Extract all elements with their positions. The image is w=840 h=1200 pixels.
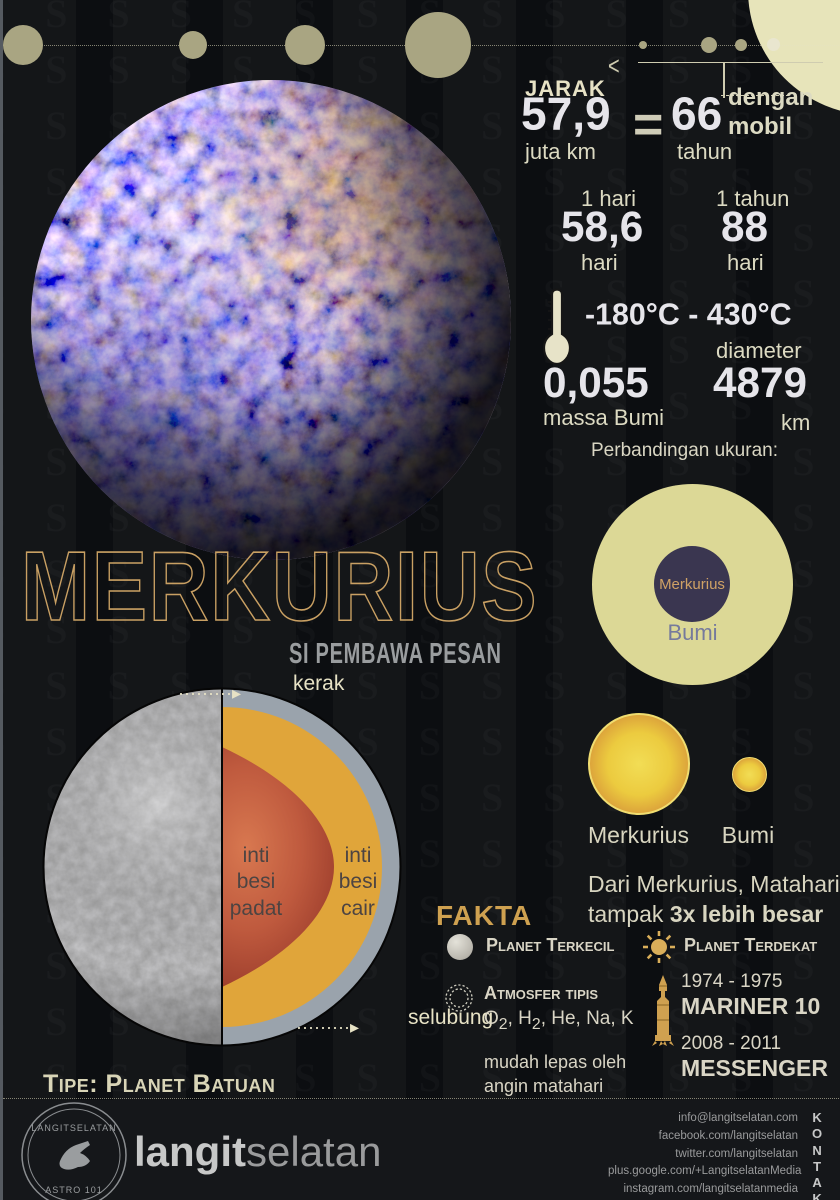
svg-text:ASTRO 101: ASTRO 101 bbox=[45, 1185, 103, 1195]
svg-text:LANGITSELATAN: LANGITSELATAN bbox=[31, 1123, 116, 1133]
